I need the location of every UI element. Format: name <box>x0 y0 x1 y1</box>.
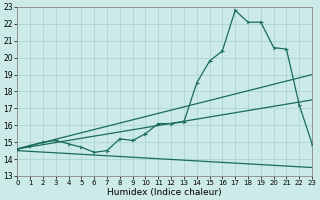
X-axis label: Humidex (Indice chaleur): Humidex (Indice chaleur) <box>108 188 222 197</box>
